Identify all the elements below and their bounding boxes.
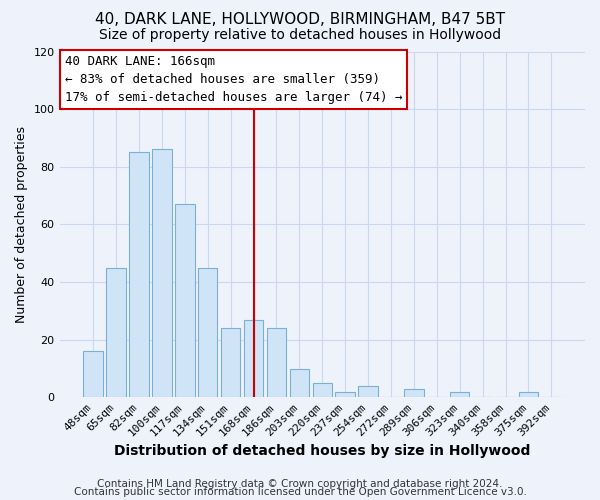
Bar: [152, 150, 172, 398]
Bar: [129, 152, 149, 398]
Text: Contains HM Land Registry data © Crown copyright and database right 2024.: Contains HM Land Registry data © Crown c…: [97, 479, 503, 489]
Bar: [175, 204, 194, 398]
Y-axis label: Number of detached properties: Number of detached properties: [15, 126, 28, 323]
Bar: [290, 368, 309, 398]
Bar: [198, 268, 217, 398]
Bar: [106, 268, 126, 398]
Text: Contains public sector information licensed under the Open Government Licence v3: Contains public sector information licen…: [74, 487, 526, 497]
Text: Size of property relative to detached houses in Hollywood: Size of property relative to detached ho…: [99, 28, 501, 42]
Bar: [358, 386, 378, 398]
Bar: [83, 352, 103, 398]
Bar: [450, 392, 469, 398]
Bar: [335, 392, 355, 398]
Bar: [404, 388, 424, 398]
X-axis label: Distribution of detached houses by size in Hollywood: Distribution of detached houses by size …: [114, 444, 530, 458]
Bar: [244, 320, 263, 398]
Text: 40, DARK LANE, HOLLYWOOD, BIRMINGHAM, B47 5BT: 40, DARK LANE, HOLLYWOOD, BIRMINGHAM, B4…: [95, 12, 505, 28]
Bar: [221, 328, 241, 398]
Bar: [519, 392, 538, 398]
Bar: [267, 328, 286, 398]
Bar: [313, 383, 332, 398]
Text: 40 DARK LANE: 166sqm
← 83% of detached houses are smaller (359)
17% of semi-deta: 40 DARK LANE: 166sqm ← 83% of detached h…: [65, 55, 402, 104]
